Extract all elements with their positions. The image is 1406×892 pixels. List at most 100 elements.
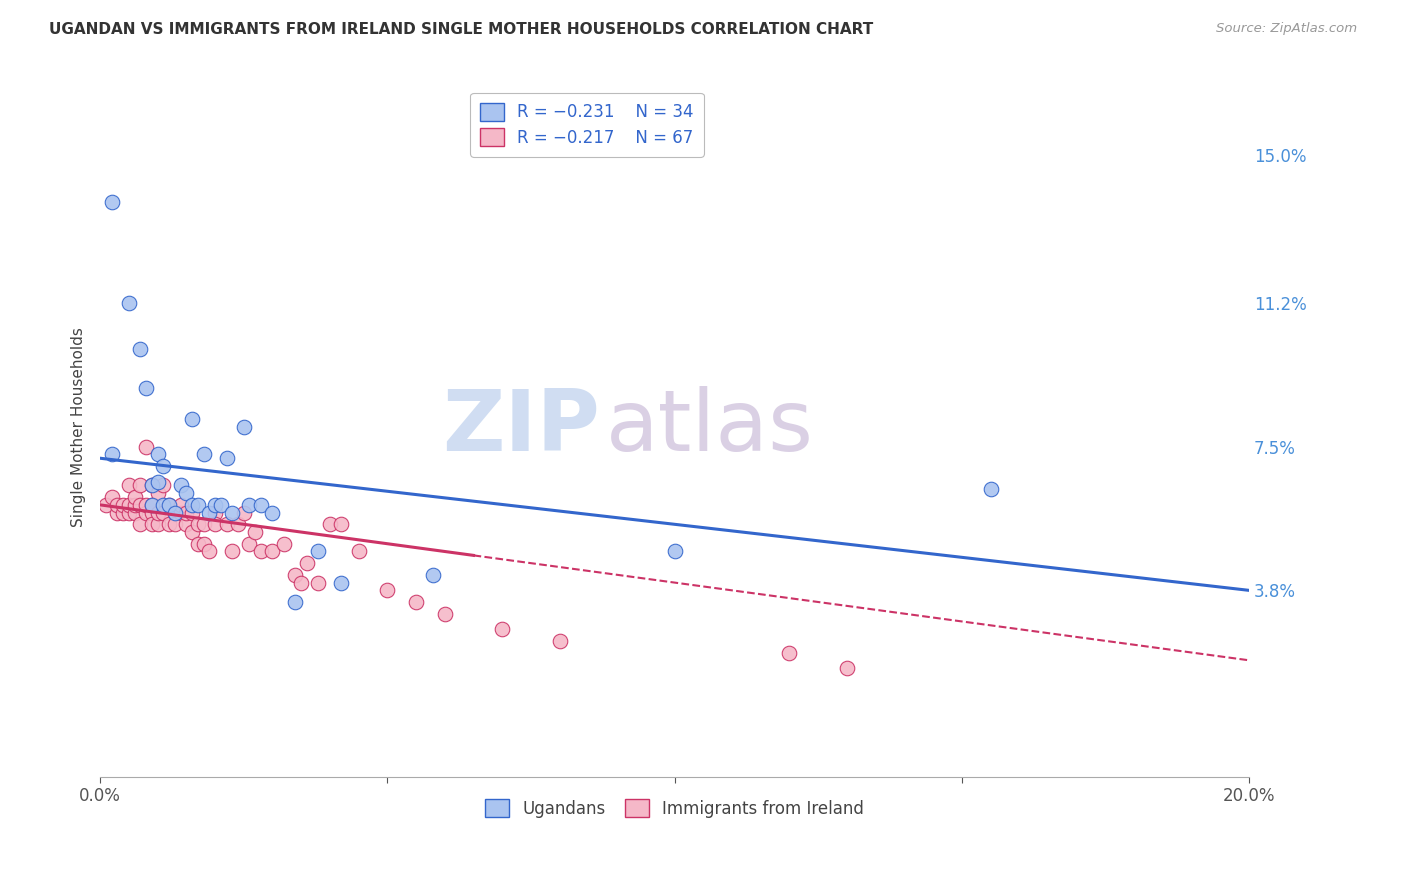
Y-axis label: Single Mother Households: Single Mother Households [72,327,86,527]
Point [307,575,329,590]
Point [835,661,858,675]
Point [146,506,169,520]
Point [548,633,571,648]
Point [176,486,198,500]
Point [169,478,191,492]
Point [141,478,163,492]
Point [209,498,232,512]
Point [146,517,169,532]
Point [250,544,273,558]
Point [163,506,186,520]
Point [232,506,254,520]
Point [157,517,180,532]
Point [146,475,169,489]
Point [152,498,174,512]
Point [118,506,141,520]
Point [238,498,260,512]
Legend: Ugandans, Immigrants from Ireland: Ugandans, Immigrants from Ireland [478,792,870,824]
Point [405,595,427,609]
Point [118,295,141,310]
Point [112,498,135,512]
Point [204,498,226,512]
Point [187,517,209,532]
Point [163,506,186,520]
Point [146,447,169,461]
Point [135,440,157,454]
Point [169,498,191,512]
Point [129,517,152,532]
Point [176,517,198,532]
Point [193,537,215,551]
Point [176,506,198,520]
Point [284,567,307,582]
Point [193,447,215,461]
Text: UGANDAN VS IMMIGRANTS FROM IRELAND SINGLE MOTHER HOUSEHOLDS CORRELATION CHART: UGANDAN VS IMMIGRANTS FROM IRELAND SINGL… [49,22,873,37]
Point [284,595,307,609]
Point [94,498,117,512]
Point [979,483,1001,497]
Point [135,498,157,512]
Point [193,517,215,532]
Point [433,607,456,621]
Point [141,506,163,520]
Point [152,478,174,492]
Point [347,544,370,558]
Text: Source: ZipAtlas.com: Source: ZipAtlas.com [1216,22,1357,36]
Point [778,646,800,660]
Point [141,517,163,532]
Point [152,506,174,520]
Point [330,517,353,532]
Point [204,506,226,520]
Point [181,498,204,512]
Point [157,498,180,512]
Point [215,517,238,532]
Point [215,451,238,466]
Point [290,575,312,590]
Point [163,517,186,532]
Point [129,478,152,492]
Point [187,498,209,512]
Point [112,506,135,520]
Point [226,517,249,532]
Point [664,544,686,558]
Point [221,506,243,520]
Point [181,524,204,539]
Point [181,412,204,426]
Point [262,506,284,520]
Point [232,420,254,434]
Text: atlas: atlas [606,385,814,468]
Point [238,537,260,551]
Point [330,575,353,590]
Point [169,506,191,520]
Point [118,478,141,492]
Point [100,447,122,461]
Point [273,537,295,551]
Point [157,498,180,512]
Point [118,498,141,512]
Point [204,517,226,532]
Point [198,544,221,558]
Point [105,498,128,512]
Point [135,506,157,520]
Point [187,537,209,551]
Text: ZIP: ZIP [441,385,600,468]
Point [124,506,146,520]
Point [124,498,146,512]
Point [141,478,163,492]
Point [124,490,146,504]
Point [221,544,243,558]
Point [250,498,273,512]
Point [146,486,169,500]
Point [100,490,122,504]
Point [198,506,221,520]
Point [152,458,174,473]
Point [135,381,157,395]
Point [141,498,163,512]
Point [307,544,329,558]
Point [245,524,267,539]
Point [319,517,342,532]
Point [422,567,444,582]
Point [105,506,128,520]
Point [491,622,513,636]
Point [129,498,152,512]
